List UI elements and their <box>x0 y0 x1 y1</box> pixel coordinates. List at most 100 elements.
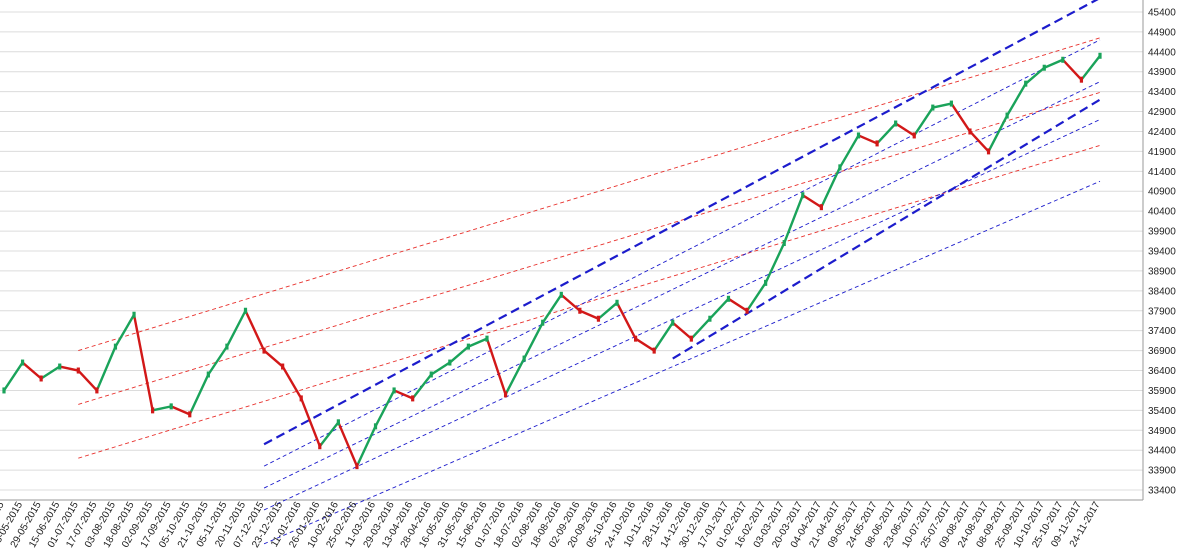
y-tick-label: 39400 <box>1148 246 1176 257</box>
price-segment <box>745 281 767 312</box>
blue-channel-line <box>263 81 1101 489</box>
price-segment <box>968 130 990 153</box>
y-tick-label: 37900 <box>1148 306 1176 317</box>
y-tick-label: 43900 <box>1148 67 1176 78</box>
price-point <box>225 343 229 350</box>
price-segment <box>894 122 916 137</box>
y-axis: 33400 33900 34400 34900 35400 35900 36400 36900… <box>1148 7 1176 496</box>
price-point <box>318 443 322 450</box>
price-point <box>708 315 712 322</box>
price-point <box>856 132 861 139</box>
price-point <box>1005 112 1009 119</box>
price-point <box>875 140 879 147</box>
price-point <box>745 307 749 314</box>
price-point <box>151 407 155 414</box>
price-segment <box>690 317 712 340</box>
price-point <box>764 279 768 286</box>
price-segment <box>671 321 693 340</box>
price-point <box>931 104 935 111</box>
y-tick-label: 41900 <box>1148 147 1176 158</box>
y-tick-label: 34900 <box>1148 426 1176 437</box>
price-point <box>355 463 359 470</box>
red-channel-line <box>78 144 1101 459</box>
price-segment <box>578 309 600 320</box>
price-segment <box>58 365 80 372</box>
price-segment <box>39 365 61 380</box>
y-tick-label: 40400 <box>1148 207 1176 218</box>
price-segment <box>541 293 563 324</box>
price-segment <box>355 425 377 468</box>
price-point <box>615 299 619 306</box>
price-point <box>373 423 378 430</box>
price-segment <box>262 349 284 368</box>
price-point <box>262 347 266 354</box>
price-segment <box>652 321 674 352</box>
price-segment <box>634 337 656 352</box>
price-point <box>429 371 433 378</box>
price-segment <box>1043 58 1065 69</box>
y-tick-label: 33900 <box>1148 466 1176 477</box>
price-point <box>671 319 675 326</box>
price-segment <box>318 421 340 448</box>
price-point <box>1024 80 1028 87</box>
y-tick-label: 33400 <box>1148 486 1176 497</box>
price-point <box>76 367 80 374</box>
price-segment <box>727 297 749 312</box>
price-point <box>132 311 136 318</box>
price-segment <box>764 241 786 285</box>
price-segment <box>467 337 489 348</box>
y-tick-label: 34400 <box>1148 446 1176 457</box>
price-segment <box>783 194 804 245</box>
price-point <box>466 343 471 350</box>
price-point <box>113 343 118 350</box>
y-tick-label: 39900 <box>1148 227 1176 238</box>
price-segment <box>1005 82 1027 117</box>
price-point <box>206 371 210 378</box>
price-segment <box>151 405 173 412</box>
price-segment <box>281 365 303 400</box>
price-point <box>169 403 173 410</box>
price-point <box>968 128 972 135</box>
y-tick-label: 44400 <box>1148 47 1176 58</box>
price-segment <box>300 397 321 448</box>
price-point <box>1098 52 1102 59</box>
price-segment <box>913 106 935 137</box>
price-point <box>782 240 786 247</box>
price-segment <box>374 389 396 428</box>
price-segment <box>21 361 43 380</box>
price-segment <box>77 369 99 392</box>
red-channel-line <box>78 37 1101 352</box>
price-segment <box>392 389 414 400</box>
price-point <box>20 359 25 366</box>
price-segment <box>597 301 619 320</box>
price-point <box>578 307 582 314</box>
price-segment <box>522 321 544 360</box>
price-point <box>1061 56 1065 63</box>
channel-layer <box>78 0 1101 545</box>
blue-channel-line <box>263 0 1099 446</box>
price-point <box>726 295 731 302</box>
price-point <box>559 291 563 298</box>
blue-channel-line <box>263 39 1101 467</box>
price-segment <box>1061 58 1083 81</box>
y-tick-label: 35400 <box>1148 406 1176 417</box>
price-point <box>2 387 6 394</box>
blue-channel-line <box>263 180 1101 545</box>
price-segment <box>504 357 526 396</box>
price-point <box>1042 64 1046 71</box>
price-segment <box>820 166 842 209</box>
price-segment <box>801 194 823 209</box>
price-segment <box>244 309 266 352</box>
y-tick-label: 36400 <box>1148 366 1176 377</box>
price-point <box>336 419 340 426</box>
price-point <box>243 307 248 314</box>
price-segment <box>950 102 972 133</box>
price-segment <box>2 361 24 392</box>
price-segment <box>1080 54 1102 81</box>
price-segment <box>987 114 1009 153</box>
y-tick-label: 45400 <box>1148 7 1176 18</box>
price-point <box>541 319 545 326</box>
price-point <box>299 395 303 402</box>
candle-layer <box>2 52 1102 470</box>
